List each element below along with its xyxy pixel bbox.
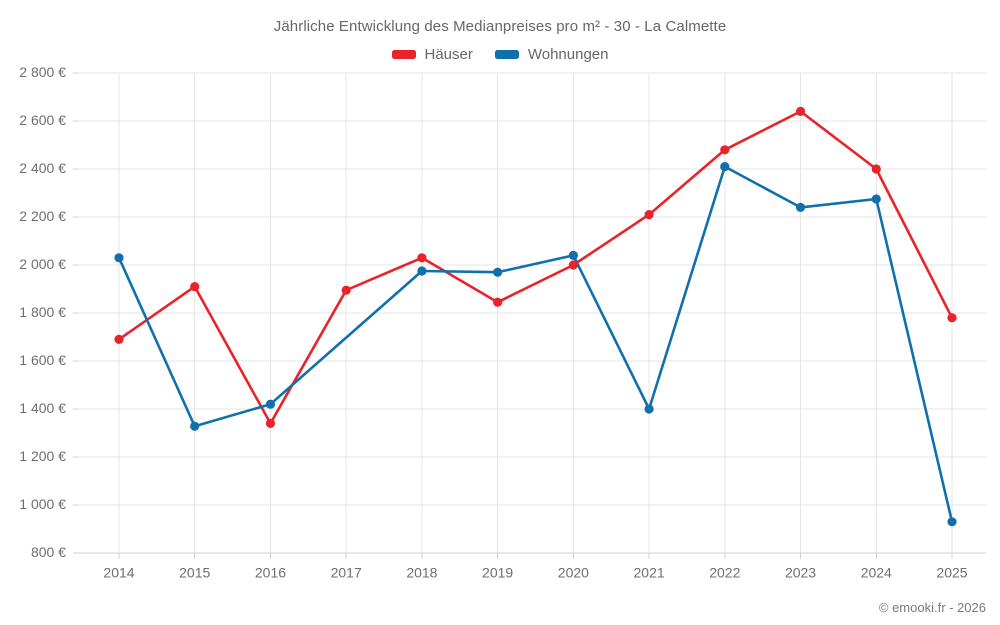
axes bbox=[73, 72, 986, 559]
y-axis-tick-label: 2 600 € bbox=[19, 112, 66, 128]
x-axis-tick-label: 2022 bbox=[709, 564, 740, 580]
data-point[interactable] bbox=[417, 253, 427, 263]
y-axis-tick-label: 2 000 € bbox=[19, 256, 66, 272]
copyright-credit: © emooki.fr - 2026 bbox=[878, 600, 986, 615]
data-point[interactable] bbox=[871, 164, 881, 174]
data-point[interactable] bbox=[644, 404, 654, 414]
data-point[interactable] bbox=[871, 194, 881, 204]
data-point[interactable] bbox=[114, 253, 124, 263]
data-point[interactable] bbox=[265, 399, 276, 409]
y-axis-tick-label: 2 800 € bbox=[19, 64, 66, 80]
data-point[interactable] bbox=[114, 334, 124, 344]
data-point[interactable] bbox=[795, 202, 806, 212]
gridlines bbox=[78, 72, 986, 553]
x-axis-tick-labels: 2014 2015 2016 2017 2018 2019 2020 2021 2022 2023… bbox=[103, 564, 967, 580]
y-axis-tick-label: 1 400 € bbox=[19, 400, 66, 416]
series-line-0 bbox=[117, 110, 954, 425]
x-axis-tick-label: 2021 bbox=[634, 564, 665, 580]
x-axis-tick-label: 2015 bbox=[179, 564, 210, 580]
data-series bbox=[114, 106, 957, 527]
chart-title: Jährliche Entwicklung des Medianpreises … bbox=[273, 18, 727, 35]
data-point[interactable] bbox=[720, 162, 730, 172]
x-axis-tick-label: 2020 bbox=[558, 564, 589, 580]
y-axis-tick-label: 800 € bbox=[31, 544, 66, 560]
x-axis-tick-label: 2016 bbox=[255, 564, 286, 580]
y-axis-tick-label: 2 400 € bbox=[19, 160, 66, 176]
data-point[interactable] bbox=[947, 517, 957, 527]
data-point[interactable] bbox=[190, 421, 200, 431]
data-point[interactable] bbox=[720, 145, 730, 155]
series-line-1 bbox=[117, 165, 954, 524]
x-axis-tick-label: 2024 bbox=[861, 564, 892, 580]
data-point[interactable] bbox=[417, 266, 427, 276]
data-point[interactable] bbox=[947, 313, 957, 323]
x-axis-tick-label: 2025 bbox=[936, 564, 967, 580]
x-axis-tick-label: 2023 bbox=[785, 564, 816, 580]
y-axis-tick-label: 1 800 € bbox=[19, 304, 66, 320]
legend-item-haeuser[interactable]: Häuser bbox=[391, 46, 473, 63]
x-axis-tick-label: 2014 bbox=[103, 564, 134, 580]
chart-legend: Häuser Wohnungen bbox=[0, 46, 1000, 63]
data-point[interactable] bbox=[795, 106, 806, 116]
x-axis-tick-label: 2017 bbox=[331, 564, 362, 580]
y-axis-tick-label: 1 600 € bbox=[19, 352, 66, 368]
data-point[interactable] bbox=[644, 210, 654, 220]
data-point[interactable] bbox=[568, 260, 578, 270]
y-axis-tick-label: 1 000 € bbox=[19, 496, 66, 512]
data-point[interactable] bbox=[265, 418, 276, 428]
y-axis-tick-label: 1 200 € bbox=[19, 448, 66, 464]
data-point[interactable] bbox=[493, 267, 503, 277]
data-point[interactable] bbox=[341, 285, 351, 295]
data-point[interactable] bbox=[493, 297, 503, 307]
legend-item-wohnungen[interactable]: Wohnungen bbox=[494, 46, 609, 63]
x-axis-tick-label: 2019 bbox=[482, 564, 513, 580]
legend-label-wohnungen: Wohnungen bbox=[527, 46, 609, 63]
legend-swatch-haeuser bbox=[391, 50, 416, 59]
x-axis-tick-label: 2018 bbox=[406, 564, 437, 580]
legend-label-haeuser: Häuser bbox=[424, 46, 473, 63]
data-point[interactable] bbox=[568, 250, 578, 260]
data-point[interactable] bbox=[190, 282, 200, 292]
y-axis-tick-labels: 800 € 1 000 € 1 200 € 1 400 € 1 600 € 1 800 €… bbox=[19, 64, 66, 560]
y-axis-tick-label: 2 200 € bbox=[19, 208, 66, 224]
legend-swatch-wohnungen bbox=[494, 50, 519, 59]
